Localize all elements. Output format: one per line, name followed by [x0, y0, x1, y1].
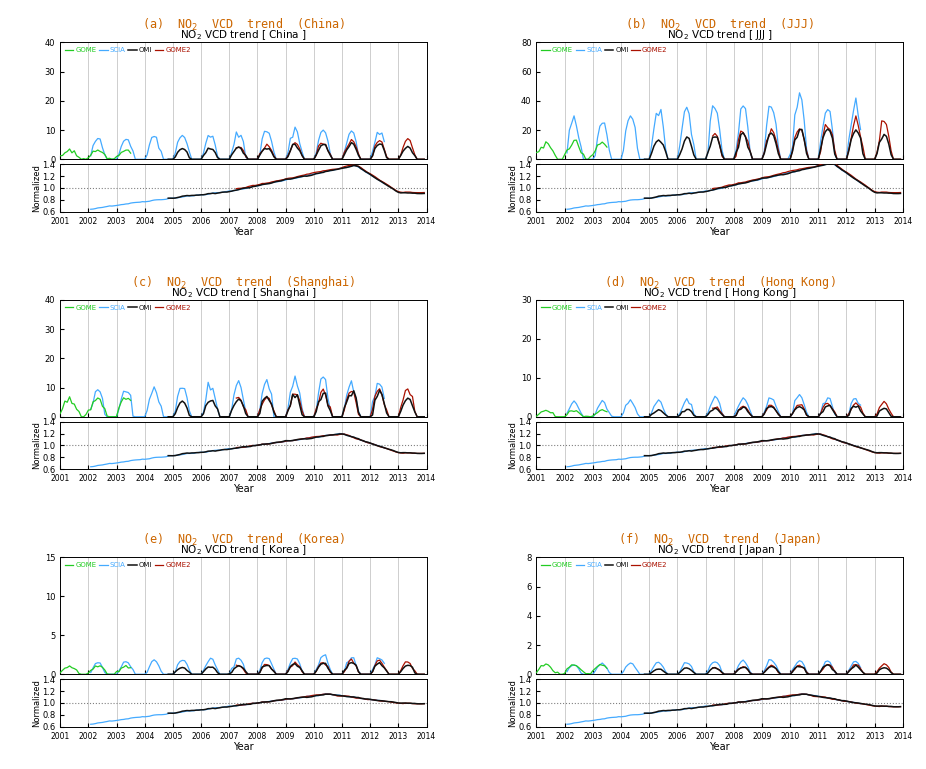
Title: NO$_2$ VCD trend [ Shanghai ]: NO$_2$ VCD trend [ Shanghai ]	[170, 286, 316, 300]
Text: (c)  NO$_2$  VCD  trend  (Shanghai): (c) NO$_2$ VCD trend (Shanghai)	[131, 274, 356, 291]
X-axis label: Year: Year	[709, 742, 730, 752]
Legend: GOME, SCIA, OMI, GOME2: GOME, SCIA, OMI, GOME2	[540, 303, 669, 312]
X-axis label: Year: Year	[233, 227, 254, 237]
Title: NO$_2$ VCD trend [ Japan ]: NO$_2$ VCD trend [ Japan ]	[657, 543, 782, 558]
Title: NO$_2$ VCD trend [ Hong Kong ]: NO$_2$ VCD trend [ Hong Kong ]	[643, 286, 796, 300]
Y-axis label: Normalized: Normalized	[508, 679, 517, 727]
Title: NO$_2$ VCD trend [ JJJ ]: NO$_2$ VCD trend [ JJJ ]	[667, 28, 772, 42]
Y-axis label: Normalized: Normalized	[508, 164, 517, 212]
Legend: GOME, SCIA, OMI, GOME2: GOME, SCIA, OMI, GOME2	[64, 561, 193, 570]
Legend: GOME, SCIA, OMI, GOME2: GOME, SCIA, OMI, GOME2	[64, 303, 193, 312]
Y-axis label: Normalized: Normalized	[508, 421, 517, 469]
Legend: GOME, SCIA, OMI, GOME2: GOME, SCIA, OMI, GOME2	[64, 46, 193, 55]
Text: (d)  NO$_2$  VCD  trend  (Hong Kong): (d) NO$_2$ VCD trend (Hong Kong)	[604, 274, 835, 291]
Y-axis label: Normalized: Normalized	[31, 164, 41, 212]
Text: (f)  NO$_2$  VCD  trend  (Japan): (f) NO$_2$ VCD trend (Japan)	[618, 531, 821, 548]
X-axis label: Year: Year	[233, 484, 254, 494]
Text: (a)  NO$_2$  VCD  trend  (China): (a) NO$_2$ VCD trend (China)	[142, 17, 345, 33]
Legend: GOME, SCIA, OMI, GOME2: GOME, SCIA, OMI, GOME2	[540, 46, 669, 55]
X-axis label: Year: Year	[709, 484, 730, 494]
Text: (e)  NO$_2$  VCD  trend  (Korea): (e) NO$_2$ VCD trend (Korea)	[142, 532, 345, 548]
Title: NO$_2$ VCD trend [ China ]: NO$_2$ VCD trend [ China ]	[180, 28, 307, 42]
X-axis label: Year: Year	[709, 227, 730, 237]
Y-axis label: Normalized: Normalized	[31, 421, 41, 469]
Legend: GOME, SCIA, OMI, GOME2: GOME, SCIA, OMI, GOME2	[540, 561, 669, 570]
X-axis label: Year: Year	[233, 742, 254, 752]
Title: NO$_2$ VCD trend [ Korea ]: NO$_2$ VCD trend [ Korea ]	[180, 544, 307, 558]
Text: (b)  NO$_2$  VCD  trend  (JJJ): (b) NO$_2$ VCD trend (JJJ)	[625, 17, 814, 33]
Y-axis label: Normalized: Normalized	[31, 679, 41, 727]
